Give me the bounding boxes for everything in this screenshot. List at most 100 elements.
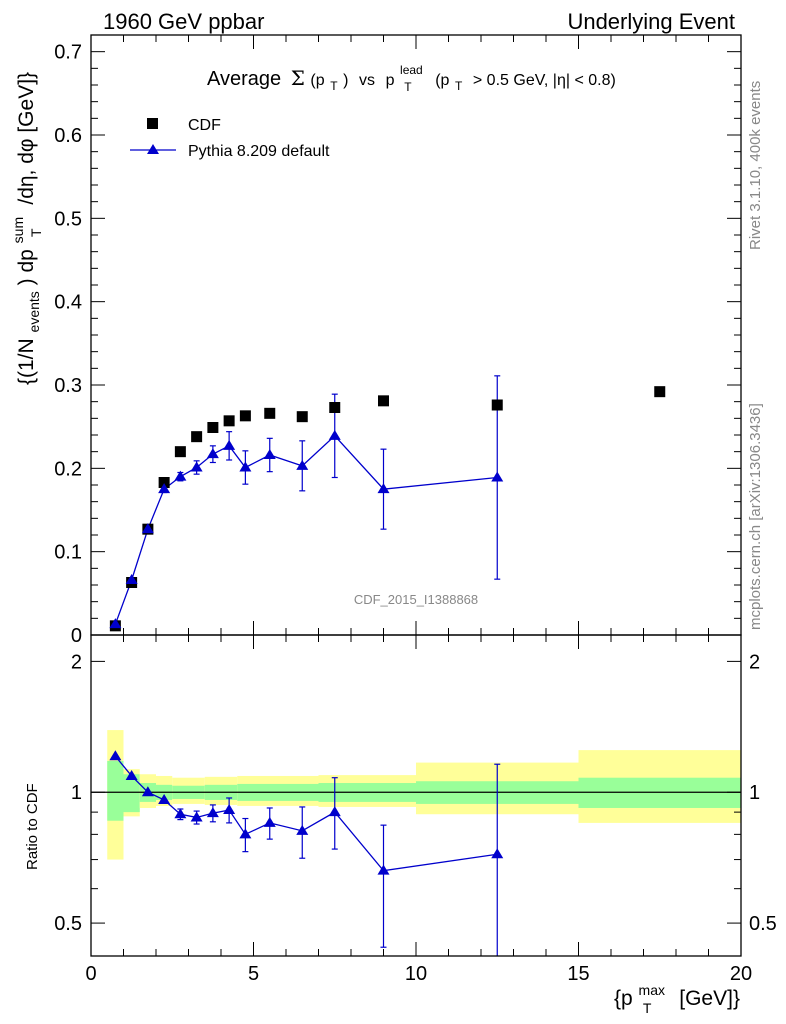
pythia-point-ratio <box>377 864 390 875</box>
legend-pythia-label: Pythia 8.209 default <box>188 143 330 160</box>
pythia-point-ratio <box>263 816 276 827</box>
pythia-point-main <box>491 471 504 482</box>
title-p: p <box>386 72 395 89</box>
cdf-point <box>654 386 666 398</box>
pythia-point-main <box>190 461 203 472</box>
cdf-point <box>191 431 203 443</box>
title-lead-sup: lead <box>400 63 423 77</box>
y-label-events-sub: events <box>26 291 42 332</box>
x-label-open: {p <box>614 987 633 1010</box>
ratio-panel-marks <box>91 750 741 956</box>
pythia-point-main <box>296 459 309 470</box>
pythia-point-main <box>158 483 171 494</box>
x-tick-label: 10 <box>405 963 427 985</box>
y-label-part-a: {(1/N <box>15 338 38 385</box>
pythia-point-main <box>206 448 219 459</box>
main-panel-marks <box>109 375 666 632</box>
y-label-part-b: ) dp <box>15 249 38 285</box>
title-sigma: Σ <box>291 66 305 90</box>
x-axis-label: {p max T [GeV]} <box>614 977 740 1018</box>
axes-frames: 0 5 10 15 20 0 0.1 0.2 0.3 0.4 0.5 0.6 0.7 0.5 0.5 1 1 2 2 <box>54 34 777 985</box>
title-pt-sub: T <box>330 79 338 93</box>
pythia-point-main <box>263 449 276 459</box>
cdf-point <box>239 410 251 422</box>
header-left: 1960 GeV ppbar <box>103 9 264 34</box>
legend-cdf-label: CDF <box>188 117 221 134</box>
plot-title: Average Σ (p T ) vs p lead T (p T > 0.5 … <box>207 57 616 96</box>
cdf-point <box>378 395 389 407</box>
y-axis-label-ratio: Ratio to CDF <box>24 783 41 870</box>
cdf-point <box>223 415 235 427</box>
y-tick-label-main: 0 <box>71 625 82 647</box>
pythia-point-main <box>223 439 236 450</box>
title-lead-sub: T <box>404 80 412 94</box>
y-tick-label-main: 0.5 <box>54 208 82 230</box>
pythia-point-main <box>328 429 341 440</box>
ratio-uncertainty-bands <box>107 730 741 860</box>
y-tick-label-ratio-left: 2 <box>71 651 82 673</box>
cdf-point <box>264 407 276 419</box>
pythia-point-ratio <box>109 750 122 761</box>
pythia-point-main <box>174 470 187 481</box>
y-tick-label-ratio-right: 2 <box>749 651 760 673</box>
mcplots-label: mcplots.cern.ch [arXiv:1306.3436] <box>747 403 764 630</box>
pythia-point-ratio <box>296 824 309 835</box>
band-inner-bin <box>123 774 140 813</box>
x-tick-label: 0 <box>85 963 96 985</box>
x-label-rest: [GeV]} <box>679 987 740 1010</box>
band-inner-bin <box>578 777 741 808</box>
x-tick-label: 20 <box>730 963 752 985</box>
y-tick-label-main: 0.2 <box>54 458 82 480</box>
pythia-point-ratio <box>491 848 504 859</box>
x-label-t-sub: T <box>643 1000 652 1016</box>
y-label-t-sub: T <box>28 228 44 237</box>
y-tick-label-main: 0.1 <box>54 542 82 564</box>
pythia-point-ratio <box>328 806 341 817</box>
analysis-watermark: CDF_2015_I1388868 <box>354 592 478 607</box>
pythia-point-ratio <box>206 807 219 818</box>
cdf-point <box>329 402 341 413</box>
cdf-point <box>158 477 170 488</box>
cdf-point <box>491 399 503 411</box>
y-tick-label-ratio-right: 1 <box>749 782 760 804</box>
pythia-point-main <box>125 574 138 584</box>
pythia-point-ratio <box>239 828 252 839</box>
y-label-part-c: /dη, dφ [GeV]} <box>15 72 38 205</box>
band-inner-bin <box>107 760 124 821</box>
title-cut-open: (p <box>435 72 449 89</box>
pythia-point-ratio <box>174 808 187 819</box>
title-cut-sub: T <box>455 79 463 93</box>
pythia-point-ratio <box>223 804 236 815</box>
title-cut-rest: > 0.5 GeV, |η| < 0.8) <box>473 72 616 89</box>
pythia-line-main <box>114 434 498 625</box>
y-tick-label-main: 0.3 <box>54 375 82 397</box>
x-tick-label: 5 <box>248 963 259 985</box>
cdf-point <box>296 411 308 423</box>
legend-cdf-marker <box>147 118 158 129</box>
header-right: Underlying Event <box>567 9 735 34</box>
pythia-point-ratio <box>190 811 203 822</box>
y-label-sum-sup: sum <box>10 217 26 243</box>
pythia-point-main <box>109 618 122 629</box>
x-tick-label: 15 <box>567 963 589 985</box>
cdf-point <box>207 422 219 433</box>
y-tick-label-main: 0.6 <box>54 125 82 147</box>
title-pt-open: (p <box>310 72 324 89</box>
title-pt-close: ) <box>343 72 348 89</box>
pythia-point-main <box>377 483 390 494</box>
cdf-point <box>174 446 186 458</box>
pythia-point-main <box>141 523 154 534</box>
pythia-point-main <box>239 461 252 472</box>
rivet-label: Rivet 3.1.10, 400k events <box>747 81 764 250</box>
x-label-max-sup: max <box>639 982 665 998</box>
y-tick-label-main: 0.4 <box>54 292 82 314</box>
y-tick-label-main: 0.7 <box>54 42 82 64</box>
title-average: Average <box>207 68 281 90</box>
pythia-point-ratio <box>158 793 171 804</box>
y-tick-label-ratio-right: 0.5 <box>749 913 777 935</box>
pythia-point-ratio <box>125 769 138 780</box>
y-tick-label-ratio-left: 0.5 <box>54 913 82 935</box>
y-axis-label-main: {(1/N events ) dp sum T /dη, dφ [GeV]} <box>5 72 46 385</box>
y-tick-label-ratio-left: 1 <box>71 782 82 804</box>
